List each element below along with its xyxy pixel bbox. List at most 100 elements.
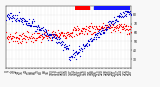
Point — [52, 36, 55, 37]
Point — [29, 40, 32, 42]
Point — [71, 56, 74, 58]
Point — [66, 47, 68, 49]
Point — [96, 29, 98, 30]
Point — [26, 25, 29, 26]
Point — [40, 34, 43, 35]
Point — [83, 27, 85, 29]
Point — [54, 32, 56, 33]
Point — [88, 40, 90, 41]
Point — [91, 40, 93, 41]
Point — [20, 21, 23, 23]
Point — [29, 25, 32, 27]
Point — [83, 45, 85, 47]
Point — [86, 32, 89, 34]
Point — [62, 49, 65, 50]
Point — [48, 33, 50, 35]
Point — [49, 34, 52, 36]
Point — [126, 10, 129, 12]
Point — [40, 30, 42, 31]
Point — [103, 29, 105, 31]
Point — [102, 31, 104, 32]
Point — [116, 26, 118, 28]
Point — [29, 37, 32, 39]
Point — [91, 39, 94, 41]
Point — [121, 28, 123, 29]
Point — [46, 35, 49, 36]
Point — [25, 24, 27, 25]
Point — [73, 29, 76, 30]
Point — [66, 46, 68, 47]
Point — [60, 31, 62, 33]
Point — [122, 17, 125, 18]
Point — [86, 40, 89, 42]
Point — [64, 38, 66, 39]
Point — [88, 43, 91, 44]
Point — [65, 38, 68, 39]
Point — [89, 38, 91, 39]
Point — [95, 25, 98, 27]
Point — [23, 35, 26, 37]
Point — [43, 32, 45, 34]
Point — [61, 44, 64, 45]
Point — [45, 30, 48, 31]
Point — [72, 50, 75, 51]
Point — [96, 34, 99, 36]
Point — [88, 30, 91, 32]
Point — [74, 28, 77, 30]
Point — [46, 36, 49, 37]
Point — [51, 36, 53, 38]
Point — [101, 29, 104, 31]
Point — [57, 29, 59, 31]
Point — [127, 29, 129, 30]
Point — [32, 42, 34, 43]
Point — [60, 32, 63, 34]
Point — [48, 36, 50, 38]
Point — [85, 26, 87, 27]
Point — [33, 30, 36, 31]
Point — [12, 16, 14, 17]
Point — [48, 37, 51, 38]
Point — [21, 19, 24, 21]
Point — [84, 45, 86, 46]
Point — [59, 43, 62, 44]
Point — [123, 15, 125, 16]
Point — [98, 37, 100, 38]
Point — [13, 41, 16, 42]
Point — [10, 18, 12, 19]
Point — [85, 43, 87, 45]
Point — [77, 27, 79, 29]
Point — [63, 32, 65, 34]
Point — [107, 23, 110, 25]
Point — [84, 28, 87, 30]
Point — [56, 36, 59, 37]
Point — [23, 18, 25, 19]
Point — [15, 38, 17, 39]
Point — [47, 33, 50, 34]
Point — [98, 28, 100, 29]
Point — [24, 39, 26, 40]
Point — [50, 39, 52, 40]
Point — [87, 39, 89, 41]
Point — [51, 36, 53, 37]
Point — [25, 41, 27, 43]
Point — [84, 43, 87, 44]
Point — [65, 46, 67, 47]
Point — [83, 47, 85, 48]
Point — [81, 49, 84, 50]
Point — [63, 43, 66, 45]
Point — [44, 31, 47, 33]
Point — [116, 28, 119, 29]
Point — [7, 13, 9, 15]
Point — [110, 23, 113, 24]
Point — [107, 25, 109, 27]
Point — [22, 17, 25, 18]
Point — [49, 34, 52, 36]
Point — [70, 55, 73, 57]
Point — [43, 32, 46, 33]
Point — [7, 18, 10, 20]
Point — [119, 24, 121, 26]
Point — [128, 13, 130, 15]
Point — [125, 25, 127, 26]
Point — [14, 32, 16, 34]
Point — [19, 34, 21, 35]
